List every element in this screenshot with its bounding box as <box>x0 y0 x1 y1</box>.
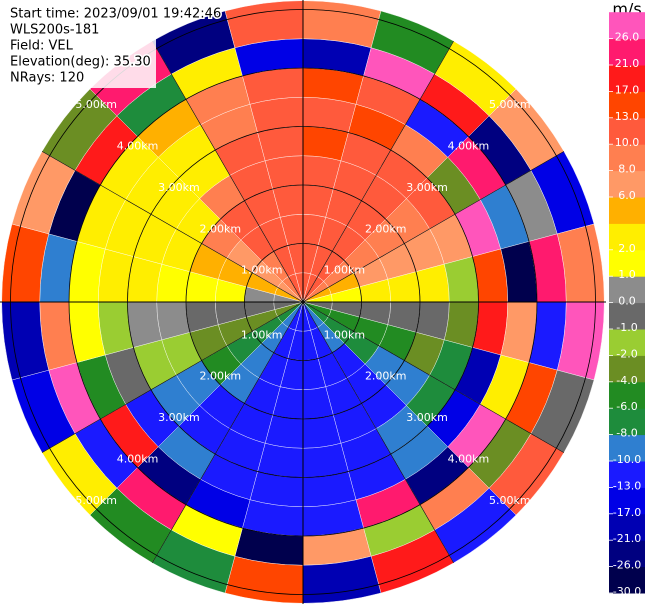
radial-line <box>41 151 304 303</box>
ring-labels: 1.00km 1.00km 1.00km 1.00km 2.00km 2.00km 2.00… <box>75 98 530 507</box>
ring-label: 5.00km <box>75 494 117 507</box>
ring-label: 1.00km <box>241 328 283 341</box>
ring-label: 2.00km <box>199 370 241 383</box>
colorbar-band <box>609 65 645 92</box>
colorbar-label: 26.0 <box>615 31 640 44</box>
range-ring <box>10 9 596 595</box>
polar-grid <box>0 0 606 604</box>
info-line: Field: VEL <box>10 39 74 54</box>
ring-label: 2.00km <box>365 370 407 383</box>
ring-label: 3.00km <box>158 181 200 194</box>
colorbar-band <box>609 381 645 409</box>
colorbar-band <box>609 355 645 383</box>
colorbar-label: -6.0 <box>616 400 637 413</box>
colorbar-band <box>609 276 645 304</box>
ppi-field <box>1 0 605 604</box>
colorbar-label: 17.0 <box>615 83 640 96</box>
colorbar-band <box>609 91 645 119</box>
colorbar-band <box>609 302 645 330</box>
ring-label: 3.00km <box>158 411 200 424</box>
range-ring <box>185 184 421 420</box>
colorbar-band <box>609 12 645 40</box>
colorbar-label: -26.0 <box>613 559 641 572</box>
colorbar-label: 13.0 <box>615 110 640 123</box>
colorbar-band <box>609 408 645 436</box>
radial-line <box>302 40 454 303</box>
colorbar-label: -10.0 <box>613 453 641 466</box>
ring-label: 3.00km <box>406 411 448 424</box>
colorbar-label: 6.0 <box>618 189 636 202</box>
colorbar-band <box>609 434 645 462</box>
ring-label: 3.00km <box>406 181 448 194</box>
radial-line <box>302 301 565 453</box>
range-ring <box>127 126 479 478</box>
colorbar-label: -17.0 <box>613 506 641 519</box>
colorbar-band <box>609 223 645 251</box>
colorbar-label: 10.0 <box>615 136 640 149</box>
colorbar-label: -1.0 <box>616 321 637 334</box>
info-background <box>0 0 156 88</box>
ring-label: 5.00km <box>489 494 531 507</box>
colorbar-label: 0.0 <box>618 295 636 308</box>
radial-line <box>302 151 565 303</box>
colorbar-label: 2.0 <box>618 242 636 255</box>
colorbar-band <box>609 566 645 594</box>
info-line: NRays: 120 <box>10 71 84 86</box>
colorbar-label: -2.0 <box>616 347 637 360</box>
colorbar-band <box>609 461 645 488</box>
ring-label: 4.00km <box>448 452 490 465</box>
ring-label: 4.00km <box>117 452 159 465</box>
ring-label: 2.00km <box>365 222 407 235</box>
colorbar-label: -4.0 <box>616 374 637 387</box>
velocity-cell <box>444 301 479 348</box>
range-ring <box>244 243 362 361</box>
info-line: WLS200s-181 <box>10 23 99 38</box>
ring-label: 1.00km <box>324 328 366 341</box>
colorbar-band <box>609 197 645 224</box>
ring-label: 4.00km <box>448 140 490 153</box>
info-line: Start time: 2023/09/01 19:42:46 <box>10 7 221 22</box>
velocity-cell <box>444 256 479 303</box>
colorbar-band <box>609 249 645 277</box>
info-line: Elevation(deg): 35.30 <box>10 55 151 70</box>
colorbar-band <box>609 329 645 356</box>
colorbar-band <box>609 513 645 541</box>
ring-label: 4.00km <box>117 140 159 153</box>
radial-line <box>152 301 304 564</box>
info-box: Start time: 2023/09/01 19:42:46WLS200s-1… <box>0 0 223 88</box>
range-ring <box>68 67 538 537</box>
ring-label: 5.00km <box>75 98 117 111</box>
velocity-cell <box>257 443 304 478</box>
velocity-cell <box>127 256 162 303</box>
colorbar-band <box>609 170 645 198</box>
velocity-cell <box>127 301 162 348</box>
velocity-cell <box>302 443 349 478</box>
ring-label: 2.00km <box>199 222 241 235</box>
colorbar-label: 21.0 <box>615 57 640 70</box>
radial-line <box>302 301 454 564</box>
ring-label: 1.00km <box>324 264 366 277</box>
colorbar-label: -8.0 <box>616 427 637 440</box>
colorbar-label: -13.0 <box>613 479 641 492</box>
colorbar-label: 1.0 <box>618 268 636 281</box>
colorbar-band <box>609 540 645 568</box>
ring-label: 5.00km <box>489 98 531 111</box>
colorbar-label: -21.0 <box>613 532 641 545</box>
radial-line <box>152 40 304 303</box>
ring-label: 1.00km <box>241 264 283 277</box>
velocity-cell <box>257 126 304 161</box>
colorbar-band <box>609 144 645 172</box>
velocity-cell <box>302 126 349 161</box>
colorbar-label: -30.0 <box>613 585 641 598</box>
colorbar-band <box>609 487 645 515</box>
colorbar-band <box>609 38 645 66</box>
colorbar-label: 8.0 <box>618 163 636 176</box>
colorbar-band <box>609 117 645 145</box>
colorbar: m/s -30.0-26.0-21.0-17.0-13.0-10.0-8.0-6… <box>609 0 645 598</box>
radial-line <box>41 301 304 453</box>
